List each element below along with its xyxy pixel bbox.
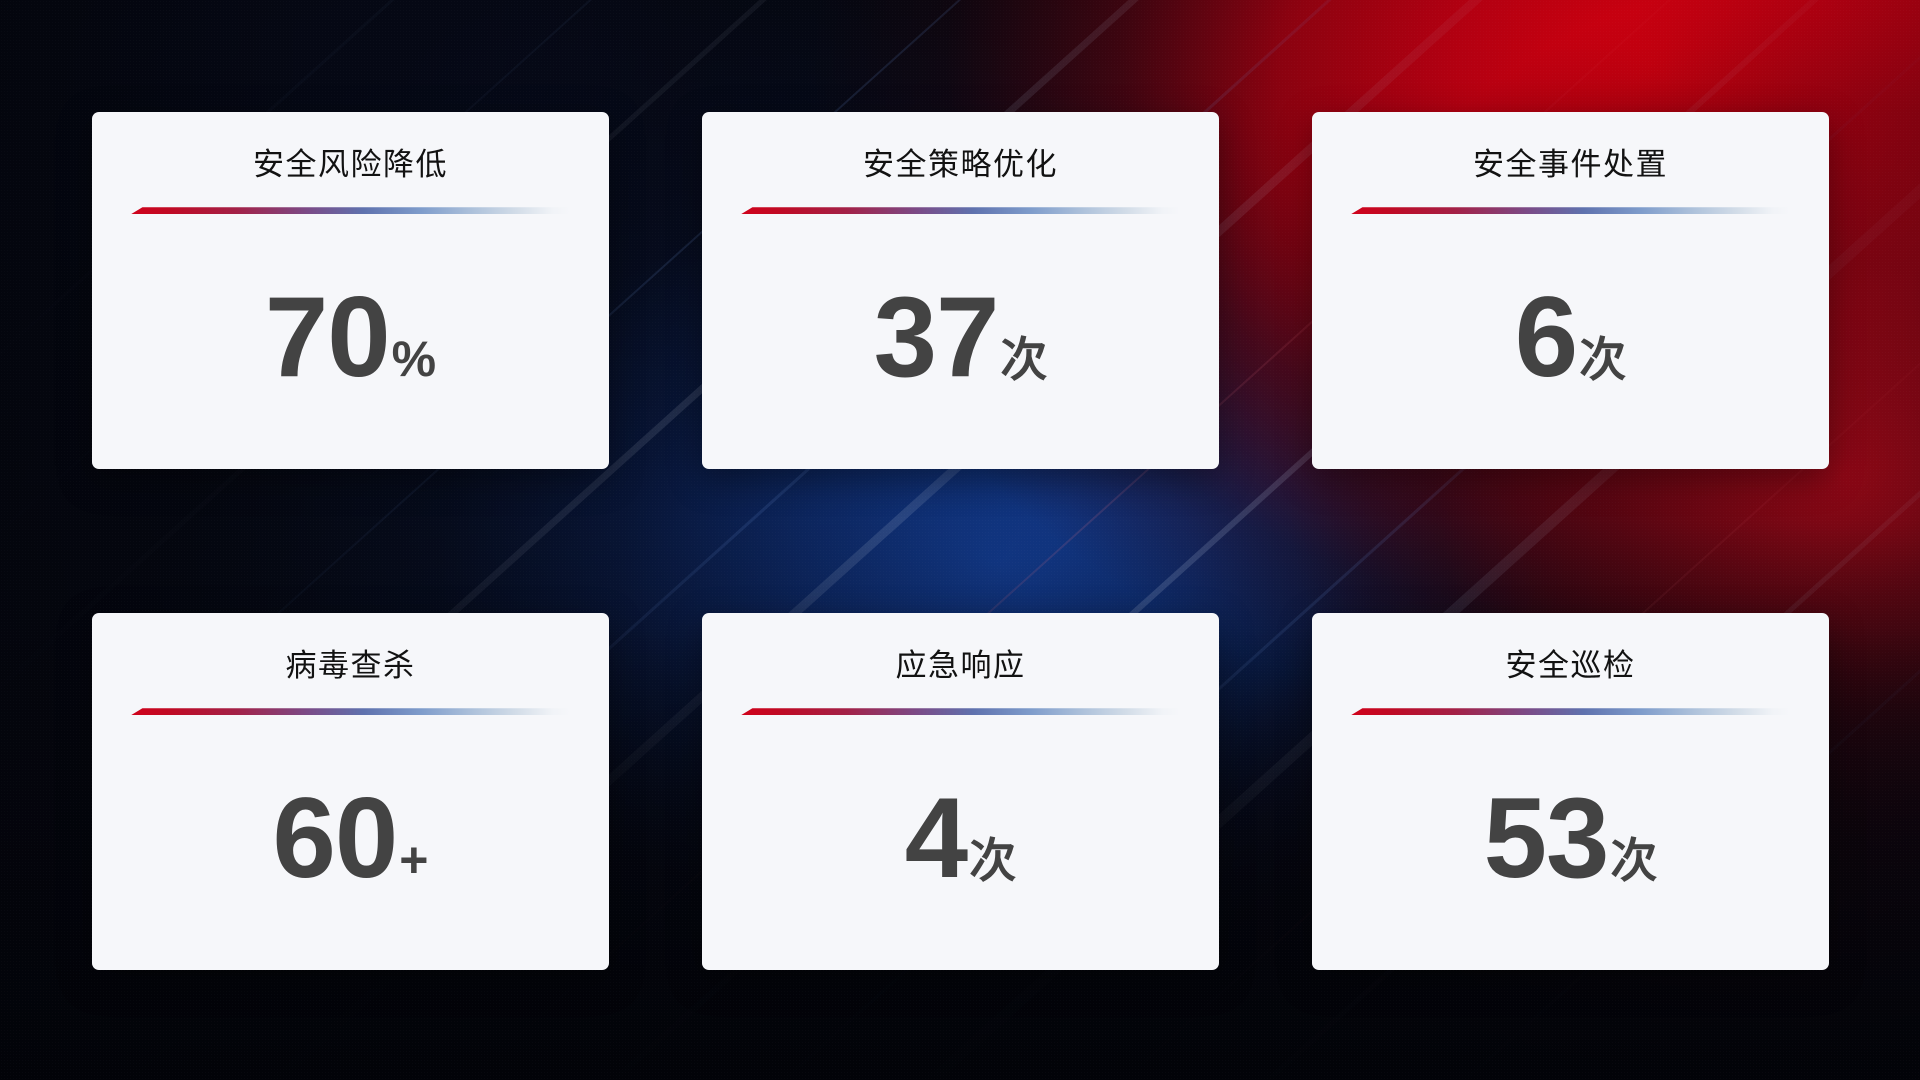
metric-card-title: 安全策略优化 — [863, 147, 1058, 182]
metric-card-number: 37 — [873, 274, 1000, 401]
metric-card-divider-gradient — [1351, 708, 1790, 716]
metric-card-title: 应急响应 — [895, 648, 1026, 683]
metric-card-number: 70 — [264, 274, 391, 401]
metric-card-emergency-response[interactable]: 应急响应 4 次 — [702, 613, 1219, 970]
metric-card-number: 4 — [904, 775, 968, 902]
metric-card-unit: 次 — [1579, 333, 1627, 386]
metric-card-unit: + — [399, 832, 429, 888]
metric-card-divider-gradient — [1351, 207, 1790, 215]
metric-card-security-risk-reduction[interactable]: 安全风险降低 70% — [92, 112, 609, 469]
metric-card-unit: 次 — [1000, 333, 1048, 386]
metric-card-security-policy-optimization[interactable]: 安全策略优化 37 次 — [702, 112, 1219, 469]
metric-card-security-inspection[interactable]: 安全巡检 53 次 — [1312, 613, 1829, 970]
metric-card-divider — [131, 708, 570, 716]
metric-card-value: 37 次 — [874, 281, 1048, 395]
metric-card-divider-gradient — [131, 207, 570, 215]
metric-card-value: 60 + — [272, 782, 428, 896]
metric-card-divider — [131, 207, 570, 215]
metric-card-grid: 安全风险降低 70% 安全策略优化 37 次安全事件处置 6 次病毒查杀 60 + 应急响应 4 次安… — [92, 112, 1829, 970]
metric-card-number: 6 — [1514, 274, 1578, 401]
metric-card-virus-scan-kill[interactable]: 病毒查杀 60 + — [92, 613, 609, 970]
metric-card-title: 安全事件处置 — [1473, 147, 1668, 182]
metric-card-divider — [1351, 708, 1790, 716]
metric-card-divider-gradient — [131, 708, 570, 716]
metric-card-value: 53 次 — [1484, 782, 1658, 896]
metric-card-unit: % — [391, 331, 437, 387]
metric-card-title: 安全巡检 — [1505, 648, 1636, 683]
metric-card-unit: 次 — [969, 834, 1017, 887]
metric-card-divider — [741, 708, 1180, 716]
metric-card-title: 病毒查杀 — [285, 648, 416, 683]
metric-card-number: 53 — [1483, 775, 1610, 902]
metric-card-title: 安全风险降低 — [253, 147, 448, 182]
metric-card-divider-gradient — [741, 207, 1180, 215]
metric-card-divider-gradient — [741, 708, 1180, 716]
metric-card-divider — [741, 207, 1180, 215]
metric-card-number: 60 — [272, 775, 398, 902]
metric-card-unit: 次 — [1610, 834, 1658, 887]
metric-card-security-incident-handling[interactable]: 安全事件处置 6 次 — [1312, 112, 1829, 469]
metric-card-value: 70% — [265, 281, 436, 395]
metric-card-divider — [1351, 207, 1790, 215]
